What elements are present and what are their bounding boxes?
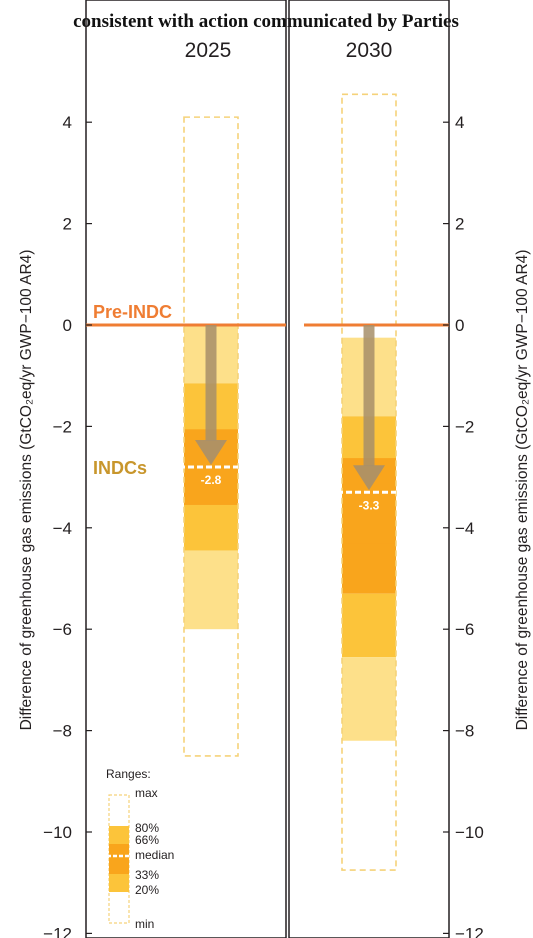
indcs-label: INDCs [93,458,147,478]
y-tick-label-left: −12 [43,924,72,938]
header-text: consistent with action communicated by P… [73,11,459,32]
arrow-head-2025 [195,439,227,465]
panel-title-2030: 2030 [346,39,393,62]
legend-label-0: max [135,786,158,800]
median-value-2025: -2.8 [201,473,222,487]
reference-line-group: Pre-INDC INDCs [86,302,449,478]
panel-frame-2030 [288,0,450,938]
legend-title: Ranges: [106,767,151,781]
y-tick-label-right: −2 [455,417,474,436]
y-tick-label-right: 4 [455,113,464,132]
y-tick-label-right: −4 [455,519,474,538]
panel-titles: 2025 2030 [185,39,393,62]
y-tick-label-right: −8 [455,722,474,741]
y-tick-label-left: −2 [53,417,72,436]
legend-label-6: min [135,917,154,931]
y-tick-label-left: 4 [63,113,72,132]
band-low-2030 [342,657,396,741]
y-tick-label-left: −4 [53,519,72,538]
y-tick-label-right: −12 [455,924,484,938]
median-value-2030: -3.3 [359,498,380,512]
arrow-head-2030 [353,465,385,491]
legend-band-20 [109,874,129,892]
y-axis-label-left: Difference of greenhouse gas emissions (… [18,250,35,731]
band-20-2025 [184,504,238,551]
legend-label-5: 20% [135,883,159,897]
legend-band-80 [109,826,129,844]
y-tick-label-left: −8 [53,722,72,741]
y-tick-label-right: −10 [455,823,484,842]
legend-label-3: median [135,848,174,862]
y-tick-label-left: 2 [63,215,72,234]
y-tick-label-left: −6 [53,620,72,639]
legend: Ranges: max 80%66%median 33%20% min [106,767,174,931]
legend-band-core [109,844,129,874]
range-outlines [183,93,397,871]
panel-frames [85,0,450,938]
medians: -2.8 -3.3 [170,465,396,512]
panel-frame-2025 [85,0,287,938]
range-box-2025 [183,116,239,757]
legend-label-4: 33% [135,868,159,882]
legend-label-1: 80% [135,821,159,835]
y-tick-label-right: 0 [455,316,464,335]
panel-title-2025: 2025 [185,39,232,62]
legend-label-2: 66% [135,833,159,847]
y-axis-label-right: Difference of greenhouse gas emissions (… [514,250,531,731]
range-bands [184,325,396,741]
y-ticks: 4 4 2 2 0 0 −2 −2 −4 −4 −6 −6 −8 −8 −10 −10 −12 −12 [43,113,484,938]
y-tick-label-left: 0 [63,316,72,335]
arrows [195,325,385,491]
band-low-2025 [184,550,238,630]
y-tick-label-right: 2 [455,215,464,234]
band-20-2030 [342,593,396,658]
pre-indc-label: Pre-INDC [93,302,172,322]
range-box-2030 [341,93,397,871]
y-tick-label-left: −10 [43,823,72,842]
y-tick-label-right: −6 [455,620,474,639]
